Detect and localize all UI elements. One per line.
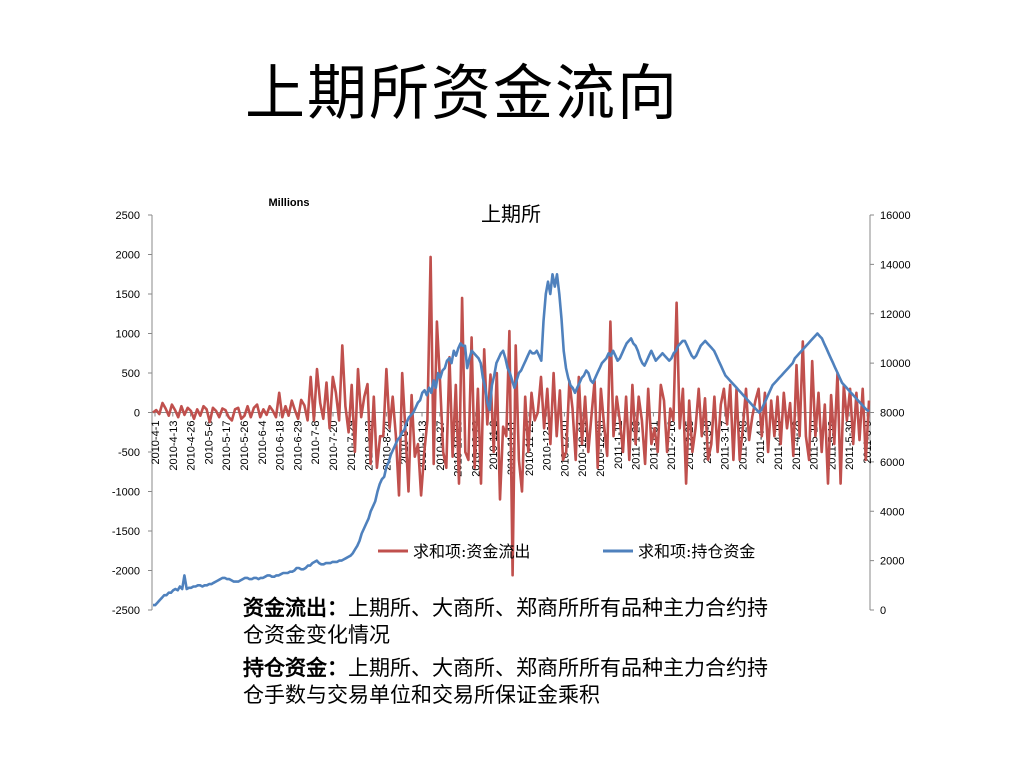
description-text: 上期所、大商所、郑商所所有品种主力合约持仓手数与交易单位和交易所保证金乘积 — [243, 656, 768, 707]
right-axis-tick-label: 8000 — [880, 408, 904, 420]
right-axis-tick-label: 14000 — [880, 259, 911, 271]
left-axis-tick-label: 1500 — [116, 289, 140, 301]
left-axis-tick-label: 0 — [134, 408, 140, 420]
x-axis-tick-label: 2010-7-20 — [328, 421, 340, 471]
legend-label: 求和项:资金流出 — [413, 542, 530, 561]
left-axis-tick-label: 2000 — [116, 250, 140, 262]
x-axis-tick-label: 2010-4-13 — [168, 421, 180, 471]
series-line-position-fund — [153, 272, 870, 607]
left-axis-tick-label: -500 — [118, 447, 140, 459]
x-axis-tick-label: 2011-1-20 — [631, 421, 643, 470]
x-axis-tick-label: 2010-5-17 — [221, 421, 233, 471]
x-axis-tick-label: 2011-3-17 — [720, 421, 732, 470]
x-axis-tick-label: 2010-7-8 — [310, 421, 322, 465]
left-axis-tick-label: -1000 — [112, 487, 140, 499]
description-label: 资金流出： — [243, 596, 348, 620]
left-axis-tick-label: -2000 — [112, 566, 140, 578]
x-axis-tick-label: 2010-6-29 — [292, 421, 304, 471]
x-axis-tick-label: 2010-6-4 — [257, 421, 269, 465]
description-text: 上期所、大商所、郑商所所有品种主力合约持仓资金变化情况 — [243, 596, 768, 647]
x-axis-tick-label: 2011-4-8 — [755, 421, 767, 464]
x-axis-tick-label: 2010-6-18 — [275, 421, 287, 471]
description-position-fund: 持仓资金：上期所、大商所、郑商所所有品种主力合约持仓手数与交易单位和交易所保证金… — [243, 655, 788, 709]
right-axis-tick-label: 12000 — [880, 309, 911, 321]
left-axis-tick-label: -2500 — [112, 605, 140, 617]
unit-label: Millions — [269, 197, 310, 209]
chart-title: 上期所 — [481, 202, 541, 226]
x-axis-tick-label: 2010-4-1 — [150, 421, 162, 465]
right-axis-tick-label: 0 — [880, 605, 886, 617]
x-axis-tick-label: 2011-5-10 — [809, 421, 821, 470]
left-axis-tick-label: -1500 — [112, 526, 140, 538]
series-line-fund-outflow — [152, 255, 871, 577]
right-axis-tick-label: 6000 — [880, 457, 904, 469]
x-axis-tick-label: 2010-5-6 — [203, 421, 215, 465]
x-axis-tick-label: 2010-4-26 — [186, 421, 198, 471]
left-axis-tick-label: 2500 — [116, 210, 140, 222]
left-axis-tick-label: 500 — [122, 368, 140, 380]
description-fund-outflow: 资金流出：上期所、大商所、郑商所所有品种主力合约持仓资金变化情况 — [243, 595, 788, 649]
right-axis-tick-label: 2000 — [880, 556, 904, 568]
description-label: 持仓资金： — [243, 656, 348, 680]
slide-title: 上期所资金流向 — [245, 59, 679, 129]
legend-label: 求和项:持仓资金 — [638, 542, 755, 561]
right-axis-tick-label: 4000 — [880, 506, 904, 518]
left-axis-tick-label: 1000 — [116, 329, 140, 341]
right-axis-tick-label: 16000 — [880, 210, 911, 222]
x-axis-tick-label: 2010-5-26 — [239, 421, 251, 471]
right-axis-tick-label: 10000 — [880, 358, 911, 370]
